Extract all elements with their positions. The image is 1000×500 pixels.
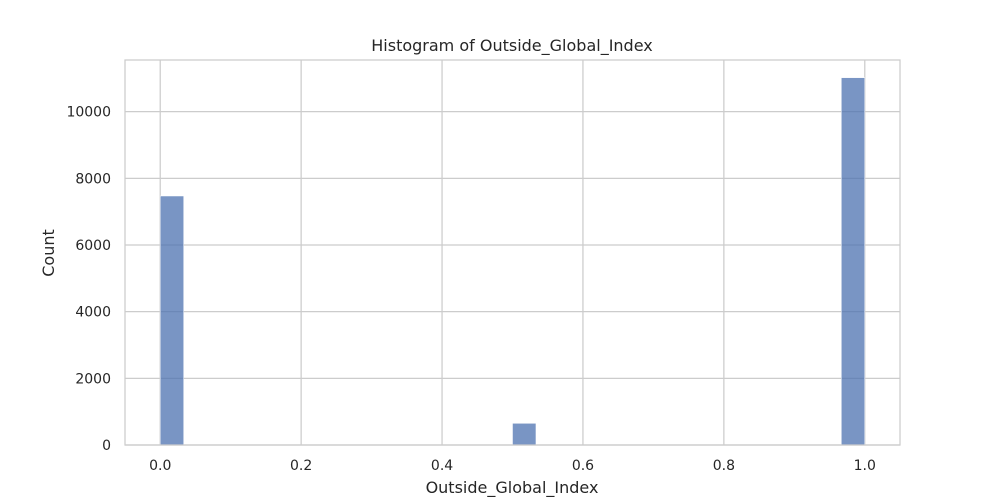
y-tick-label: 0 bbox=[102, 438, 111, 454]
y-ticks: 0 2000 4000 6000 8000 10000 bbox=[66, 105, 111, 454]
x-tick-label: 0.8 bbox=[713, 458, 735, 474]
grid bbox=[125, 60, 900, 446]
y-tick-label: 8000 bbox=[75, 171, 111, 187]
y-tick-label: 6000 bbox=[75, 238, 111, 254]
x-axis-title: Outside_Global_Index bbox=[426, 478, 599, 498]
histogram-bar bbox=[512, 423, 537, 446]
x-tick-label: 1.0 bbox=[854, 458, 876, 474]
y-axis-title: Count bbox=[39, 229, 58, 277]
chart-title: Histogram of Outside_Global_Index bbox=[371, 36, 652, 56]
y-tick-label: 2000 bbox=[75, 371, 111, 387]
x-tick-label: 0.6 bbox=[572, 458, 594, 474]
histogram-bar bbox=[159, 195, 184, 446]
y-tick-label: 4000 bbox=[75, 305, 111, 321]
plot-frame bbox=[124, 59, 901, 446]
y-tick-label: 10000 bbox=[66, 105, 111, 121]
x-tick-label: 0.2 bbox=[290, 458, 312, 474]
x-ticks: 0.0 0.2 0.4 0.6 0.8 1.0 bbox=[149, 458, 876, 474]
x-tick-label: 0.4 bbox=[431, 458, 453, 474]
x-tick-label: 0.0 bbox=[149, 458, 171, 474]
histogram-bar bbox=[841, 77, 866, 446]
bars bbox=[159, 77, 866, 446]
